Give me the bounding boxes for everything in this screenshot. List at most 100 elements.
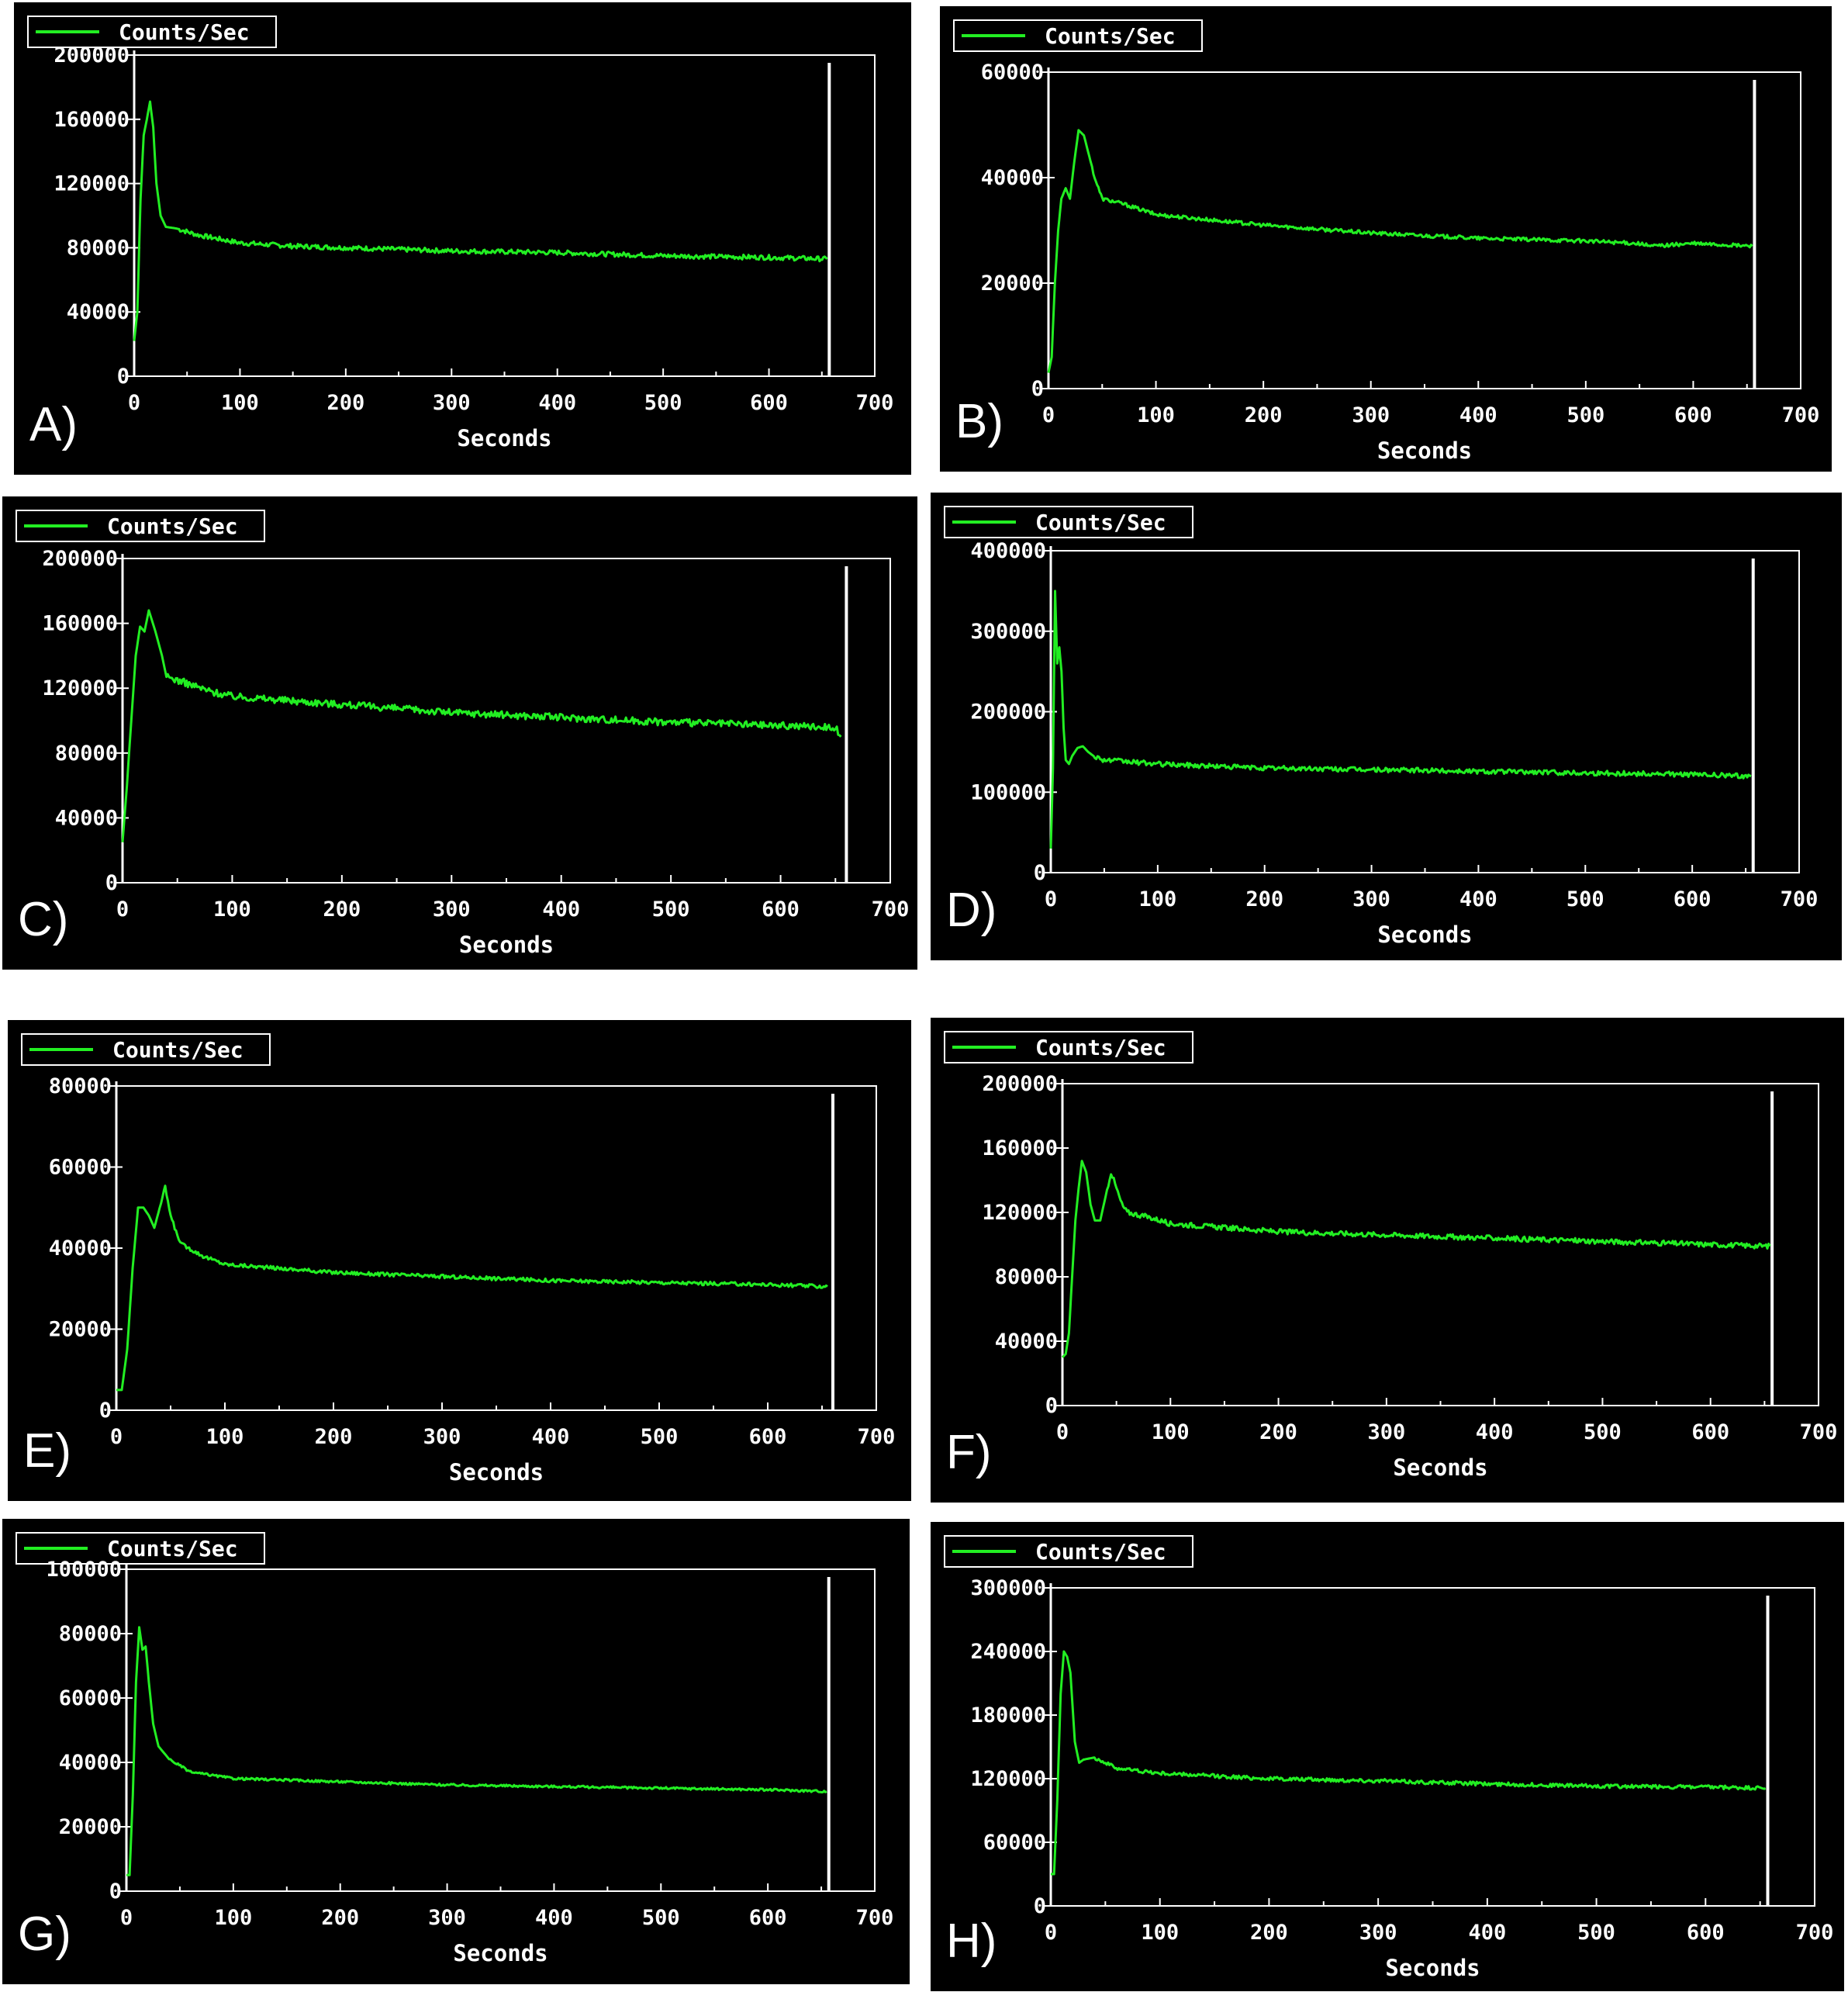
- x-tick-label: 200: [1245, 403, 1283, 427]
- x-tick-label: 0: [120, 1906, 133, 1930]
- y-tick-label: 160000: [42, 612, 118, 636]
- plot-frame: [122, 558, 891, 884]
- plot-frame: [1050, 550, 1800, 873]
- legend: Counts/Sec: [944, 1031, 1193, 1063]
- legend: Counts/Sec: [953, 19, 1203, 52]
- x-axis-title: Seconds: [1377, 922, 1472, 948]
- panel-letter: A): [29, 398, 78, 451]
- y-tick-label: 0: [1031, 377, 1044, 401]
- legend-box: [944, 1535, 1193, 1568]
- y-tick-label: 80000: [49, 1074, 112, 1098]
- x-tick-label: 100: [1137, 403, 1175, 427]
- x-axis-title: Seconds: [1377, 437, 1472, 464]
- y-tick-label: 20000: [981, 271, 1044, 296]
- x-tick-label: 0: [1042, 403, 1055, 427]
- x-tick-label: 400: [1476, 1420, 1514, 1444]
- x-tick-label: 100: [206, 1425, 244, 1449]
- x-tick-label: 400: [1459, 403, 1497, 427]
- plot-frame: [116, 1085, 877, 1411]
- y-tick-label: 0: [109, 1880, 122, 1904]
- y-tick-label: 100000: [46, 1558, 122, 1582]
- chart-panel-c: Counts/Sec 0 100 200 300 400 500 600 700 0 40000 80…: [2, 496, 917, 970]
- chart-svg: Counts/Sec 0 100 200 300 400 500 600 700 0 100000 2…: [944, 506, 1819, 948]
- chart-svg: Counts/Sec 0 100 200 300 400 500 600 700 0 20000 40…: [21, 1033, 895, 1485]
- y-tick-label: 120000: [42, 676, 118, 700]
- chart-svg: Counts/Sec 0 100 200 300 400 500 600 700 0 40000 80…: [16, 510, 909, 958]
- x-tick-label: 700: [1782, 403, 1820, 427]
- plot-frame: [1050, 1587, 1815, 1907]
- series-line-counts-per-sec: [126, 1626, 827, 1876]
- y-tick-label: 200000: [982, 1072, 1058, 1096]
- y-tick-label: 80000: [995, 1265, 1058, 1289]
- x-axis-title: Seconds: [1393, 1454, 1487, 1481]
- x-tick-label: 700: [856, 391, 894, 415]
- x-tick-label: 500: [642, 1906, 680, 1930]
- legend: Counts/Sec: [21, 1033, 271, 1066]
- chart-panel-b: Counts/Sec 0 100 200 300 400 500 600 700 0 20000 40…: [940, 6, 1832, 472]
- y-tick-label: 0: [105, 871, 118, 895]
- x-tick-label: 600: [1691, 1420, 1729, 1444]
- x-tick-label: 200: [315, 1425, 353, 1449]
- y-tick-label: 40000: [49, 1236, 112, 1261]
- x-tick-label: 200: [1259, 1420, 1297, 1444]
- x-tick-label: 500: [1566, 403, 1604, 427]
- x-tick-label: 100: [213, 897, 251, 922]
- y-tick-label: 200000: [54, 43, 130, 67]
- x-tick-label: 0: [1045, 887, 1057, 911]
- y-tick-label: 0: [1045, 1394, 1058, 1418]
- x-tick-label: 200: [1245, 887, 1283, 911]
- x-tick-label: 300: [1352, 887, 1390, 911]
- x-tick-label: 400: [535, 1906, 573, 1930]
- y-tick-label: 80000: [67, 236, 130, 260]
- x-tick-label: 700: [1781, 887, 1819, 911]
- x-tick-label: 500: [1584, 1420, 1622, 1444]
- x-tick-label: 300: [433, 391, 471, 415]
- x-axis-title: Seconds: [453, 1940, 547, 1966]
- legend-label: Counts/Sec: [112, 1037, 244, 1063]
- legend: Counts/Sec: [16, 510, 265, 542]
- series-line-counts-per-sec: [121, 609, 842, 842]
- plot-frame: [1048, 71, 1801, 389]
- chart-panel-h: Counts/Sec 0 100 200 300 400 500 600 700 0 60000 12…: [931, 1522, 1844, 1991]
- x-tick-label: 100: [214, 1906, 252, 1930]
- panel-letter: D): [946, 884, 997, 937]
- y-tick-label: 80000: [55, 742, 118, 766]
- legend-box: [944, 1031, 1193, 1063]
- x-tick-label: 600: [749, 1425, 787, 1449]
- x-tick-label: 200: [323, 897, 361, 922]
- legend: Counts/Sec: [944, 506, 1193, 538]
- legend-label: Counts/Sec: [107, 514, 238, 539]
- y-tick-label: 180000: [970, 1703, 1046, 1727]
- chart-svg: Counts/Sec 0 100 200 300 400 500 600 700 0 40000 80…: [27, 16, 894, 451]
- x-tick-label: 300: [428, 1906, 466, 1930]
- y-tick-label: 60000: [983, 1831, 1046, 1855]
- panel-letter: B): [955, 395, 1003, 448]
- legend-box: [21, 1033, 271, 1066]
- chart-panel-g: Counts/Sec 0 100 200 300 400 500 600 700 0 20000 40…: [2, 1519, 910, 1984]
- y-tick-label: 120000: [54, 172, 130, 196]
- y-tick-label: 120000: [982, 1201, 1058, 1225]
- y-tick-label: 0: [1034, 1894, 1046, 1918]
- chart-panel-d: Counts/Sec 0 100 200 300 400 500 600 700 0 100000 2…: [931, 493, 1842, 960]
- x-tick-label: 300: [433, 897, 471, 922]
- x-tick-label: 0: [110, 1425, 123, 1449]
- chart-svg: Counts/Sec 0 100 200 300 400 500 600 700 0 20000 40…: [953, 19, 1820, 464]
- chart-svg: Counts/Sec 0 100 200 300 400 500 600 700 0 40000 80…: [944, 1031, 1837, 1481]
- x-tick-label: 600: [762, 897, 800, 922]
- x-tick-label: 700: [1796, 1921, 1834, 1945]
- y-tick-label: 60000: [59, 1686, 122, 1710]
- y-tick-label: 40000: [55, 806, 118, 830]
- x-tick-label: 300: [1352, 403, 1390, 427]
- panel-letter: C): [18, 893, 69, 946]
- legend: Counts/Sec: [27, 16, 277, 48]
- x-tick-label: 0: [128, 391, 140, 415]
- x-tick-label: 100: [1141, 1921, 1179, 1945]
- x-tick-label: 400: [542, 897, 580, 922]
- legend-box: [944, 506, 1193, 538]
- panel-letter: F): [946, 1426, 992, 1479]
- x-tick-label: 700: [856, 1906, 894, 1930]
- chart-panel-f: Counts/Sec 0 100 200 300 400 500 600 700 0 40000 80…: [931, 1018, 1844, 1503]
- series-line-counts-per-sec: [133, 100, 828, 341]
- plot-frame: [126, 1568, 876, 1892]
- y-tick-label: 80000: [59, 1622, 122, 1646]
